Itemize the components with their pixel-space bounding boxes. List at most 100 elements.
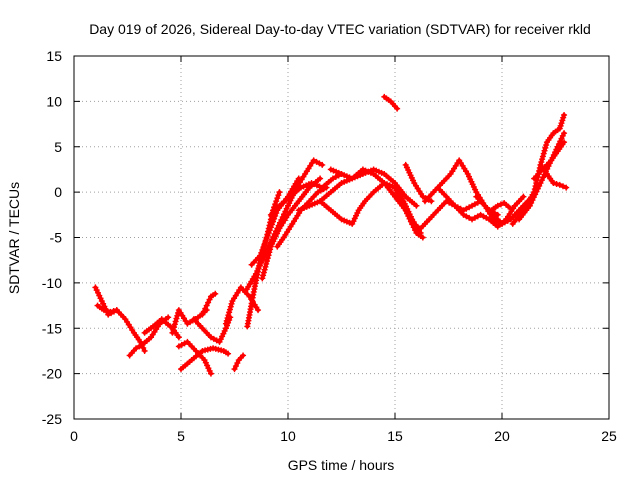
data-point: [93, 287, 100, 294]
data-point: [553, 180, 560, 187]
data-point: [264, 255, 271, 262]
data-point: [351, 215, 358, 222]
data-point: [222, 320, 229, 327]
data-point: [272, 212, 279, 219]
data-point: [206, 296, 213, 303]
series-trace-9: [199, 290, 219, 318]
data-point: [234, 360, 241, 367]
data-point: [262, 263, 269, 270]
data-point: [275, 192, 282, 199]
data-point: [353, 212, 360, 219]
series-trace-15: [259, 175, 324, 282]
data-point: [104, 308, 111, 315]
series-trace-8: [190, 314, 234, 345]
data-point: [561, 139, 568, 146]
data-point: [261, 266, 268, 273]
data-point: [260, 244, 267, 251]
data-point: [259, 246, 266, 253]
data-point: [205, 299, 212, 306]
data-point: [227, 303, 234, 310]
y-tick-label: -10: [42, 275, 62, 291]
data-point: [258, 249, 265, 256]
data-point: [203, 302, 210, 309]
data-point: [133, 345, 140, 352]
data-point: [113, 307, 120, 314]
series-trace-20: [327, 166, 420, 209]
data-point: [107, 308, 114, 315]
data-point: [231, 366, 238, 373]
grid: [74, 56, 609, 419]
data-point: [413, 202, 420, 209]
data-point: [560, 114, 567, 121]
data-point: [561, 130, 568, 137]
data-point: [255, 307, 262, 314]
data-point: [220, 330, 227, 337]
x-tick-label: 25: [601, 428, 617, 444]
data-point: [497, 201, 504, 208]
data-point: [270, 218, 277, 225]
y-tick-label: -5: [50, 230, 63, 246]
data-point: [228, 300, 235, 307]
data-point: [354, 209, 361, 216]
data-point: [259, 275, 266, 282]
data-point: [265, 229, 272, 236]
series-trace-7: [178, 345, 232, 373]
data-point: [204, 362, 211, 369]
data-point: [557, 138, 564, 145]
data-point: [202, 359, 209, 366]
data-point: [558, 120, 565, 127]
data-point: [540, 150, 547, 157]
data-point: [267, 246, 274, 253]
x-tick-label: 5: [177, 428, 185, 444]
data-point: [541, 147, 548, 154]
data-point: [141, 347, 148, 354]
data-point: [261, 241, 268, 248]
data-point: [350, 218, 357, 225]
data-point: [563, 184, 570, 191]
data-point: [262, 238, 269, 245]
data-point: [226, 306, 233, 313]
data-point: [223, 317, 230, 324]
data-point: [207, 370, 214, 377]
data-point: [212, 290, 219, 297]
x-tick-label: 20: [494, 428, 510, 444]
data-point: [561, 111, 568, 118]
data-point: [265, 252, 272, 259]
data-point: [542, 144, 549, 151]
x-tick-label: 10: [280, 428, 296, 444]
data-point: [559, 183, 566, 190]
data-point: [349, 220, 356, 227]
data-point: [100, 307, 107, 314]
data-point: [263, 235, 270, 242]
data-point: [271, 215, 278, 222]
data-point: [221, 327, 228, 334]
data-point: [224, 315, 231, 322]
data-point: [317, 175, 324, 182]
data-point: [169, 329, 176, 336]
data-point: [219, 333, 226, 340]
data-point: [539, 153, 546, 160]
y-axis-label: SDTVAR / TECUs: [6, 182, 22, 294]
data-point: [264, 232, 271, 239]
data-point: [110, 308, 117, 315]
data-point: [394, 105, 401, 112]
data-point: [273, 198, 280, 205]
y-tick-label: 10: [46, 93, 62, 109]
data-point: [206, 367, 213, 374]
data-point: [240, 352, 247, 359]
data-point: [216, 338, 223, 345]
series-trace-10: [222, 284, 262, 327]
data-point: [232, 363, 239, 370]
data-point: [205, 365, 212, 372]
data-point: [94, 289, 101, 296]
y-tick-label: 5: [54, 139, 62, 155]
series-trace-1: [92, 284, 148, 354]
y-tick-label: -25: [42, 411, 62, 427]
series-trace-2: [94, 302, 120, 315]
data-point: [272, 201, 279, 208]
data-point: [556, 125, 563, 132]
data-point: [136, 343, 143, 350]
data-point: [217, 336, 224, 343]
series-trace-17: [267, 170, 345, 218]
